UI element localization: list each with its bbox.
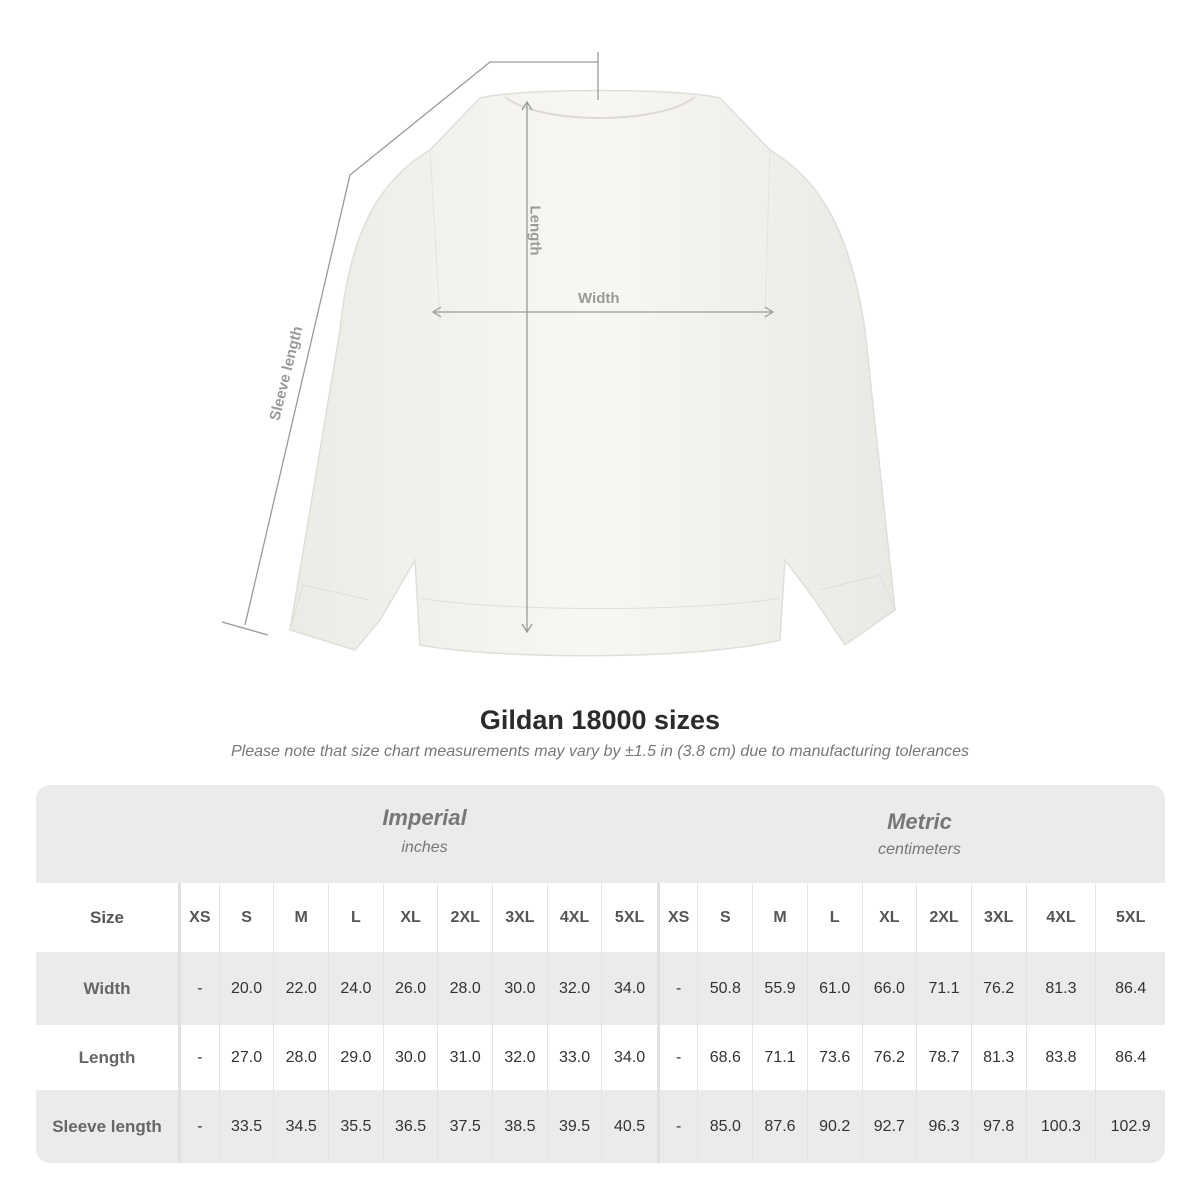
imperial-value: 38.5 [492, 1090, 548, 1163]
size-header-cell: 3XL [970, 883, 1027, 952]
size-header-cell: 3XL [492, 883, 548, 952]
size-header-cell: 5XL [1095, 883, 1165, 952]
imperial-value: 34.5 [273, 1090, 329, 1163]
page-title: Gildan 18000 sizes [479, 705, 721, 735]
size-header-cell: 5XL [601, 883, 659, 952]
metric-value: 96.3 [916, 1090, 972, 1163]
metric-value: 73.6 [806, 1025, 862, 1090]
metric-value: 81.3 [1025, 952, 1096, 1025]
metric-value: 71.1 [916, 952, 972, 1025]
imperial-value: 34.0 [601, 952, 659, 1025]
imperial-value: 35.5 [328, 1090, 384, 1163]
metric-value: 71.1 [752, 1025, 808, 1090]
metric-value: 78.7 [916, 1025, 972, 1090]
metric-value: - [656, 952, 698, 1025]
metric-value: 85.0 [697, 1090, 753, 1163]
imperial-value: 22.0 [273, 952, 329, 1025]
imperial-value: 27.0 [218, 1025, 274, 1090]
size-header-cell: XS [656, 883, 698, 952]
imperial-value: - [179, 1090, 220, 1163]
metric-value: 102.9 [1095, 1090, 1165, 1163]
metric-value: - [656, 1090, 698, 1163]
size-table: Imperial inches Metric centimeters Size X… [36, 785, 1165, 1163]
metric-value: 55.9 [752, 952, 808, 1025]
size-header-cell: XL [382, 883, 438, 952]
imperial-value: 33.0 [546, 1025, 602, 1090]
size-header-cell: 2XL [916, 883, 972, 952]
imperial-value: 26.0 [382, 952, 438, 1025]
tolerance-note: Please note that size chart measurements… [230, 743, 970, 760]
metric-value: 87.6 [752, 1090, 808, 1163]
metric-value: 97.8 [970, 1090, 1027, 1163]
metric-value: 83.8 [1025, 1025, 1096, 1090]
measurement-lines [221, 52, 775, 636]
imperial-value: 40.5 [601, 1090, 659, 1163]
imperial-value: 36.5 [382, 1090, 438, 1163]
size-header-cell: S [697, 883, 753, 952]
metric-value: 92.7 [861, 1090, 917, 1163]
table-row: Width -20.0 22.0 24.0 26.0 28.0 30.0 32.0 34.0-5… [36, 952, 1165, 1025]
size-header-cell: M [752, 883, 808, 952]
table-row: Sleeve length -33.5 34.5 35.5 36.5 37.5 38.5 39… [36, 1090, 1165, 1163]
length-label: Length [526, 205, 544, 256]
header-band [36, 785, 1165, 883]
imperial-value: 28.0 [437, 952, 493, 1025]
metric-value: 61.0 [806, 952, 862, 1025]
metric-name: Metric [887, 809, 952, 834]
row-label: Width [36, 952, 181, 1025]
metric-value: 81.3 [970, 1025, 1027, 1090]
size-header-cell: XS [179, 883, 220, 952]
imperial-value: - [179, 1025, 220, 1090]
size-header-row: Size XS S M L XL 2XL 3XL 4XL 5XL XS S M L XL 2XL 3XL 4XL 5… [36, 883, 1165, 952]
imperial-value: 28.0 [273, 1025, 329, 1090]
imperial-value: 37.5 [437, 1090, 493, 1163]
imperial-value: 34.0 [601, 1025, 659, 1090]
metric-value: 66.0 [861, 952, 917, 1025]
metric-value: 68.6 [697, 1025, 753, 1090]
imperial-value: 32.0 [546, 952, 602, 1025]
size-header-cell: L [806, 883, 862, 952]
imperial-value: 39.5 [546, 1090, 602, 1163]
row-label: Length [36, 1025, 181, 1090]
imperial-value: - [179, 952, 220, 1025]
row-label: Size [36, 883, 181, 952]
imperial-value: 29.0 [328, 1025, 384, 1090]
metric-value: 100.3 [1025, 1090, 1096, 1163]
imperial-value: 31.0 [437, 1025, 493, 1090]
imperial-value: 30.0 [382, 1025, 438, 1090]
size-header-cell: 4XL [1025, 883, 1096, 952]
imperial-unit: inches [401, 839, 448, 856]
size-header-cell: L [328, 883, 384, 952]
size-grid: Size XS S M L XL 2XL 3XL 4XL 5XL XS S M L XL 2XL 3XL 4XL 5… [36, 883, 1165, 1163]
sweatshirt-illustration [221, 52, 896, 657]
imperial-value: 30.0 [492, 952, 548, 1025]
imperial-value: 33.5 [218, 1090, 274, 1163]
table-row: Length -27.0 28.0 29.0 30.0 31.0 32.0 33.0 34.0-… [36, 1025, 1165, 1090]
width-label: Width [578, 290, 620, 307]
size-header-cell: 2XL [437, 883, 493, 952]
sweatshirt-image [289, 89, 896, 657]
imperial-value: 32.0 [492, 1025, 548, 1090]
size-header-cell: M [273, 883, 329, 952]
metric-value: 76.2 [861, 1025, 917, 1090]
size-header-cell: 4XL [546, 883, 602, 952]
size-header-cell: S [218, 883, 274, 952]
metric-value: 90.2 [806, 1090, 862, 1163]
row-label: Sleeve length [36, 1090, 181, 1163]
metric-unit: centimeters [878, 841, 961, 858]
imperial-value: 24.0 [328, 952, 384, 1025]
metric-header: Metric centimeters [674, 785, 1165, 883]
metric-value: 86.4 [1095, 1025, 1165, 1090]
imperial-value: 20.0 [218, 952, 274, 1025]
imperial-header: Imperial inches [178, 785, 671, 883]
metric-value: 86.4 [1095, 952, 1165, 1025]
metric-value: 76.2 [970, 952, 1027, 1025]
size-header-cell: XL [861, 883, 917, 952]
metric-value: 50.8 [697, 952, 753, 1025]
imperial-name: Imperial [382, 805, 467, 830]
metric-value: - [656, 1025, 698, 1090]
